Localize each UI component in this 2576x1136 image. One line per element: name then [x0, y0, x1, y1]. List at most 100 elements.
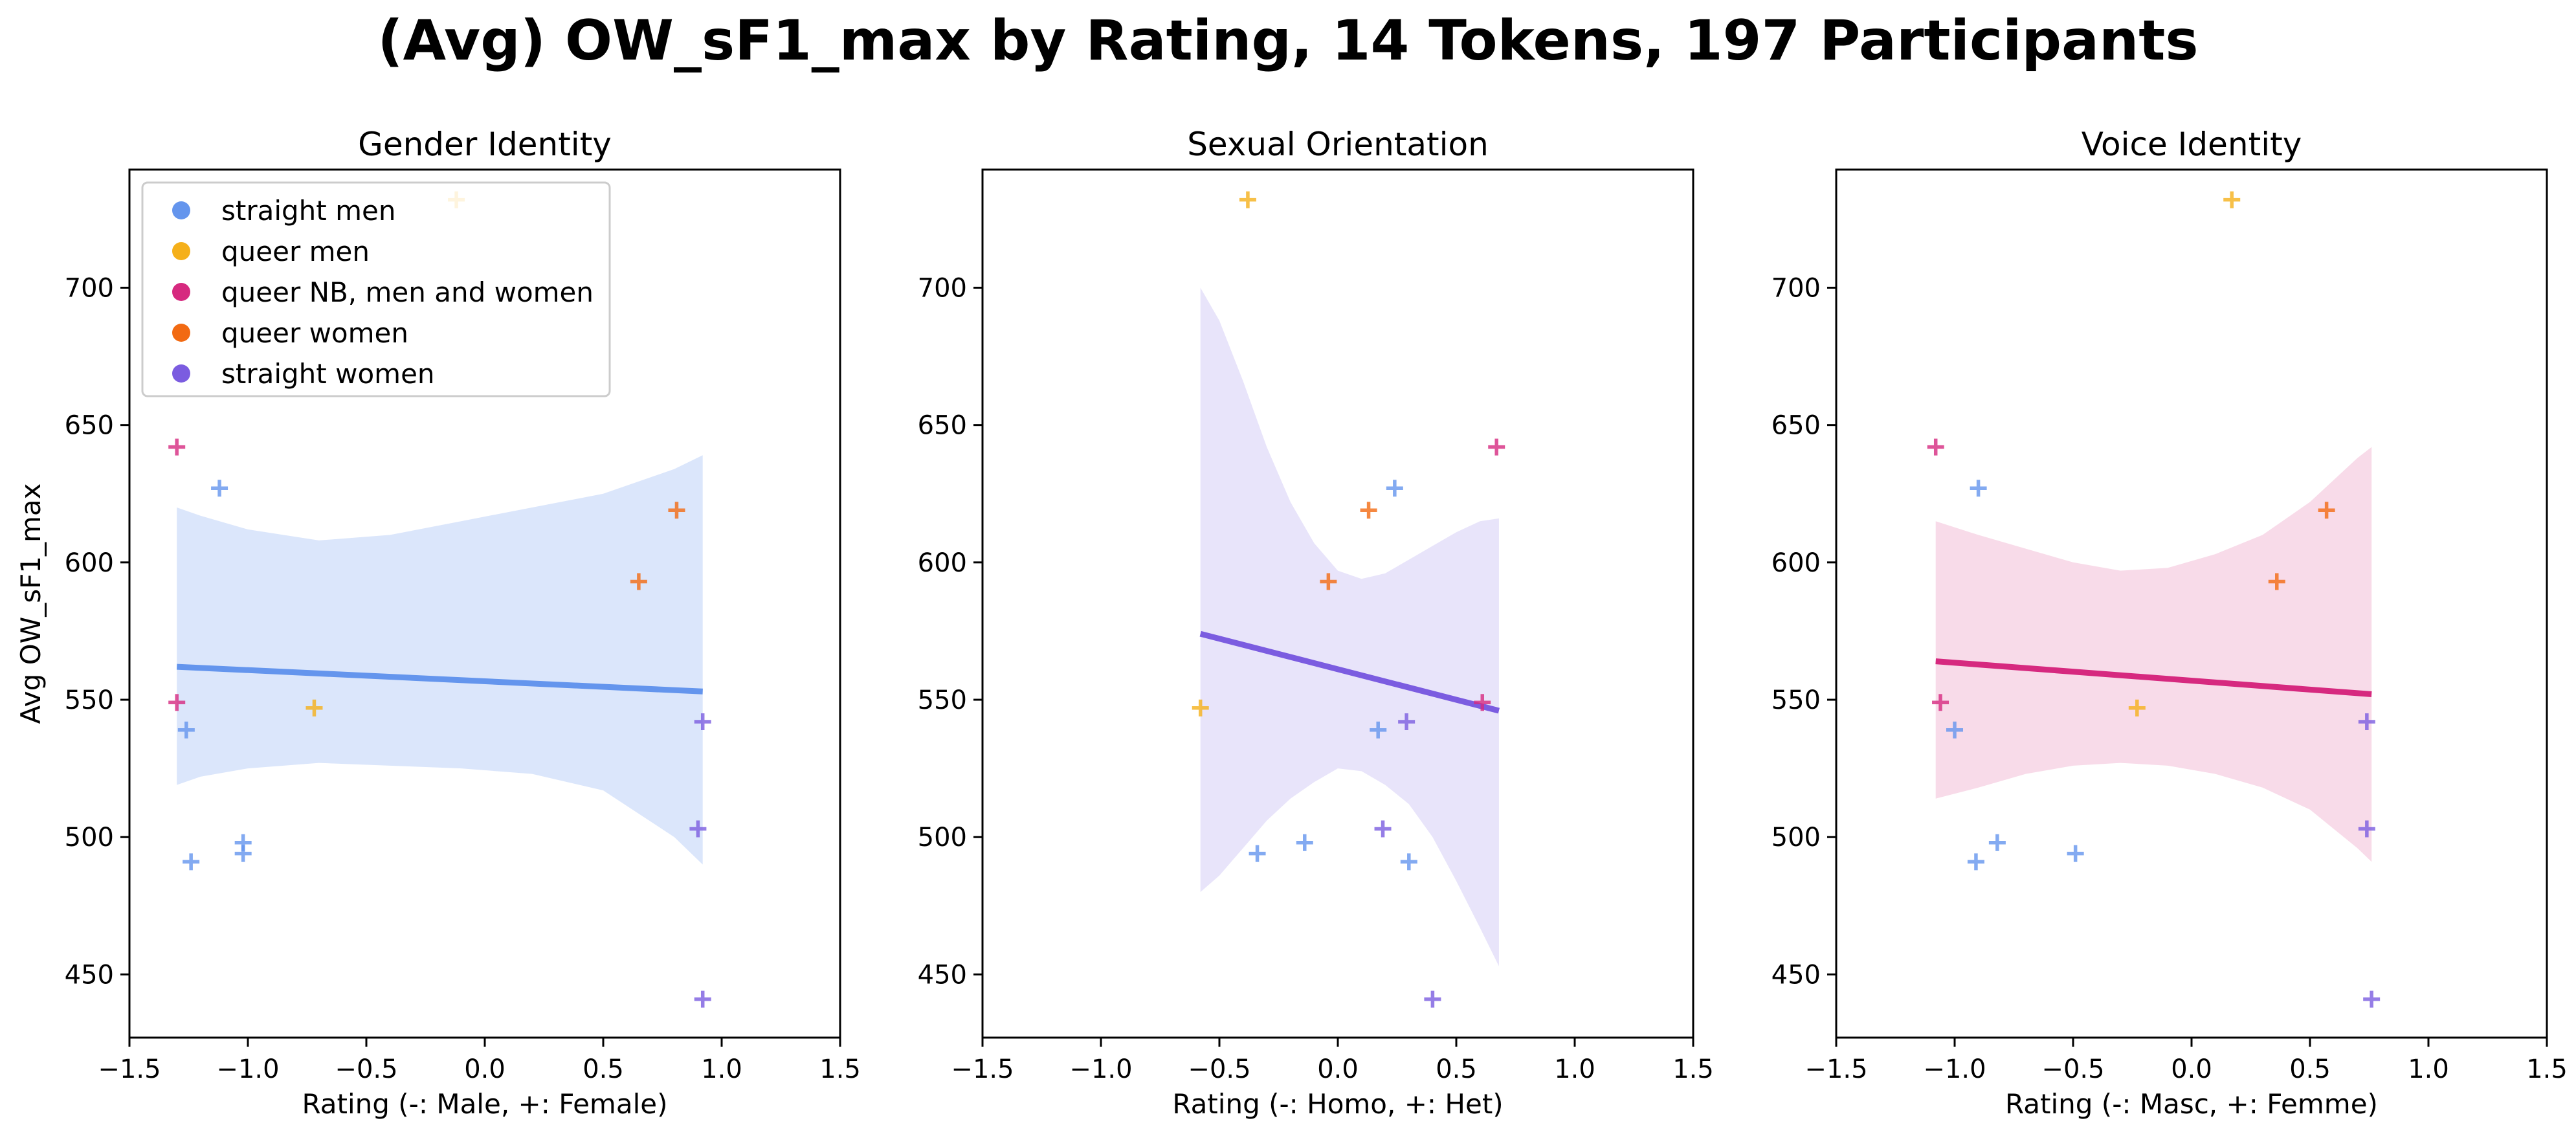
panel-2: −1.5 −1.0 −0.5 0.0 0.5 1.0 1.5 450 500 550 600 650 7… — [918, 126, 1714, 1120]
x-tick-label: −1.5 — [98, 1054, 161, 1084]
y-tick-label: 700 — [1771, 273, 1821, 303]
data-point — [694, 990, 711, 1008]
data-point — [689, 820, 707, 838]
x-tick-label: −1.5 — [1804, 1054, 1867, 1084]
data-point — [1386, 480, 1403, 497]
confidence-band — [177, 455, 703, 865]
legend-marker — [172, 324, 190, 342]
data-point — [1946, 721, 1963, 739]
x-tick-label: 0.0 — [464, 1054, 505, 1084]
y-tick-label: 550 — [65, 685, 114, 715]
confidence-band — [1200, 287, 1499, 966]
data-point — [305, 699, 323, 717]
x-tick-label: −1.0 — [1923, 1054, 1986, 1084]
x-tick-label: 1.5 — [1672, 1054, 1714, 1084]
data-point — [1488, 438, 1505, 456]
y-tick-label: 650 — [918, 411, 967, 441]
x-tick-label: 1.0 — [1554, 1054, 1595, 1084]
x-tick-label: 0.5 — [1436, 1054, 1477, 1084]
regression-line — [1935, 658, 2372, 698]
y-tick-label: 500 — [1771, 823, 1821, 852]
x-tick-label: −1.5 — [951, 1054, 1014, 1084]
x-tick-label: −0.5 — [335, 1054, 397, 1084]
y-tick-label: 650 — [65, 411, 114, 441]
y-tick-label: 500 — [65, 823, 114, 852]
data-point — [1927, 438, 1944, 456]
legend-entry: straight women — [221, 358, 435, 390]
data-point — [1988, 834, 2006, 851]
panel-title: Voice Identity — [2082, 126, 2302, 163]
y-tick-label: 650 — [1771, 411, 1821, 441]
chart-title: (Avg) OW_sF1_max by Rating, 14 Tokens, 1… — [377, 8, 2198, 73]
data-point — [2358, 713, 2375, 730]
x-tick-label: −0.5 — [2041, 1054, 2104, 1084]
data-point — [1424, 990, 1441, 1008]
data-point — [2358, 820, 2375, 838]
regression-line — [176, 663, 703, 695]
panel-3: −1.5 −1.0 −0.5 0.0 0.5 1.0 1.5 450 500 550 600 650 7… — [1771, 126, 2568, 1120]
data-point — [234, 845, 252, 862]
data-point — [694, 713, 711, 730]
x-tick-label: 0.5 — [2289, 1054, 2331, 1084]
legend-entry: queer women — [221, 317, 408, 349]
subplots: −1.5 −1.0 −0.5 0.0 0.5 1.0 1.5 450 500 550 600 650 7… — [15, 126, 2568, 1120]
x-tick-label: 1.5 — [2526, 1054, 2568, 1084]
y-tick-label: 600 — [65, 548, 114, 578]
confidence-band — [1935, 447, 2372, 862]
data-point — [2223, 191, 2241, 208]
data-point — [1398, 713, 1416, 730]
x-tick-label: 0.0 — [2171, 1054, 2212, 1084]
data-point — [1320, 573, 1337, 590]
data-point — [1374, 820, 1392, 838]
x-tick-label: 1.5 — [819, 1054, 861, 1084]
data-point — [1360, 502, 1377, 519]
data-point — [2268, 573, 2285, 590]
y-tick-label: 700 — [65, 273, 114, 303]
data-point — [1249, 845, 1266, 862]
x-tick-label: 1.0 — [701, 1054, 742, 1084]
y-tick-label: 700 — [918, 273, 967, 303]
y-tick-label: 500 — [918, 823, 967, 852]
regression-line — [1199, 630, 1500, 714]
x-tick-label: −0.5 — [1188, 1054, 1250, 1084]
x-tick-label: −1.0 — [216, 1054, 279, 1084]
data-point — [2128, 699, 2146, 717]
x-tick-label: 0.5 — [583, 1054, 624, 1084]
data-point — [668, 502, 685, 519]
x-tick-label: 1.0 — [2408, 1054, 2449, 1084]
legend-entry: queer NB, men and women — [221, 276, 594, 308]
legend-marker — [172, 283, 190, 301]
data-point — [1192, 699, 1209, 717]
x-axis-label: Rating (-: Male, +: Female) — [302, 1088, 668, 1120]
data-point — [183, 853, 200, 871]
panel-title: Sexual Orientation — [1187, 126, 1489, 163]
x-axis-label: Rating (-: Masc, +: Femme) — [2005, 1088, 2378, 1120]
data-point — [630, 573, 647, 590]
data-point — [168, 694, 186, 711]
data-point — [211, 480, 228, 497]
x-tick-label: −1.0 — [1069, 1054, 1132, 1084]
data-point — [168, 438, 186, 456]
data-point — [1474, 694, 1491, 711]
legend-entry: straight men — [221, 195, 396, 227]
data-point — [1296, 834, 1313, 851]
legend-marker — [172, 364, 190, 383]
data-point — [1370, 721, 1387, 739]
y-tick-label: 600 — [918, 548, 967, 578]
legend: straight men queer men queer NB, men and w… — [141, 181, 611, 397]
x-axis-label: Rating (-: Homo, +: Het) — [1172, 1088, 1503, 1120]
data-point — [1967, 853, 1984, 871]
data-point — [1400, 853, 1417, 871]
y-tick-label: 600 — [1771, 548, 1821, 578]
legend-entry: queer men — [221, 236, 370, 267]
data-point — [1239, 191, 1256, 208]
y-tick-label: 550 — [918, 685, 967, 715]
legend-marker — [172, 242, 190, 260]
legend-box — [141, 181, 611, 397]
y-axis-label: Avg OW_sF1_max — [15, 484, 47, 724]
panel-title: Gender Identity — [358, 126, 612, 163]
data-point — [1932, 694, 1949, 711]
x-tick-label: 0.0 — [1317, 1054, 1359, 1084]
y-tick-label: 450 — [1771, 960, 1821, 990]
